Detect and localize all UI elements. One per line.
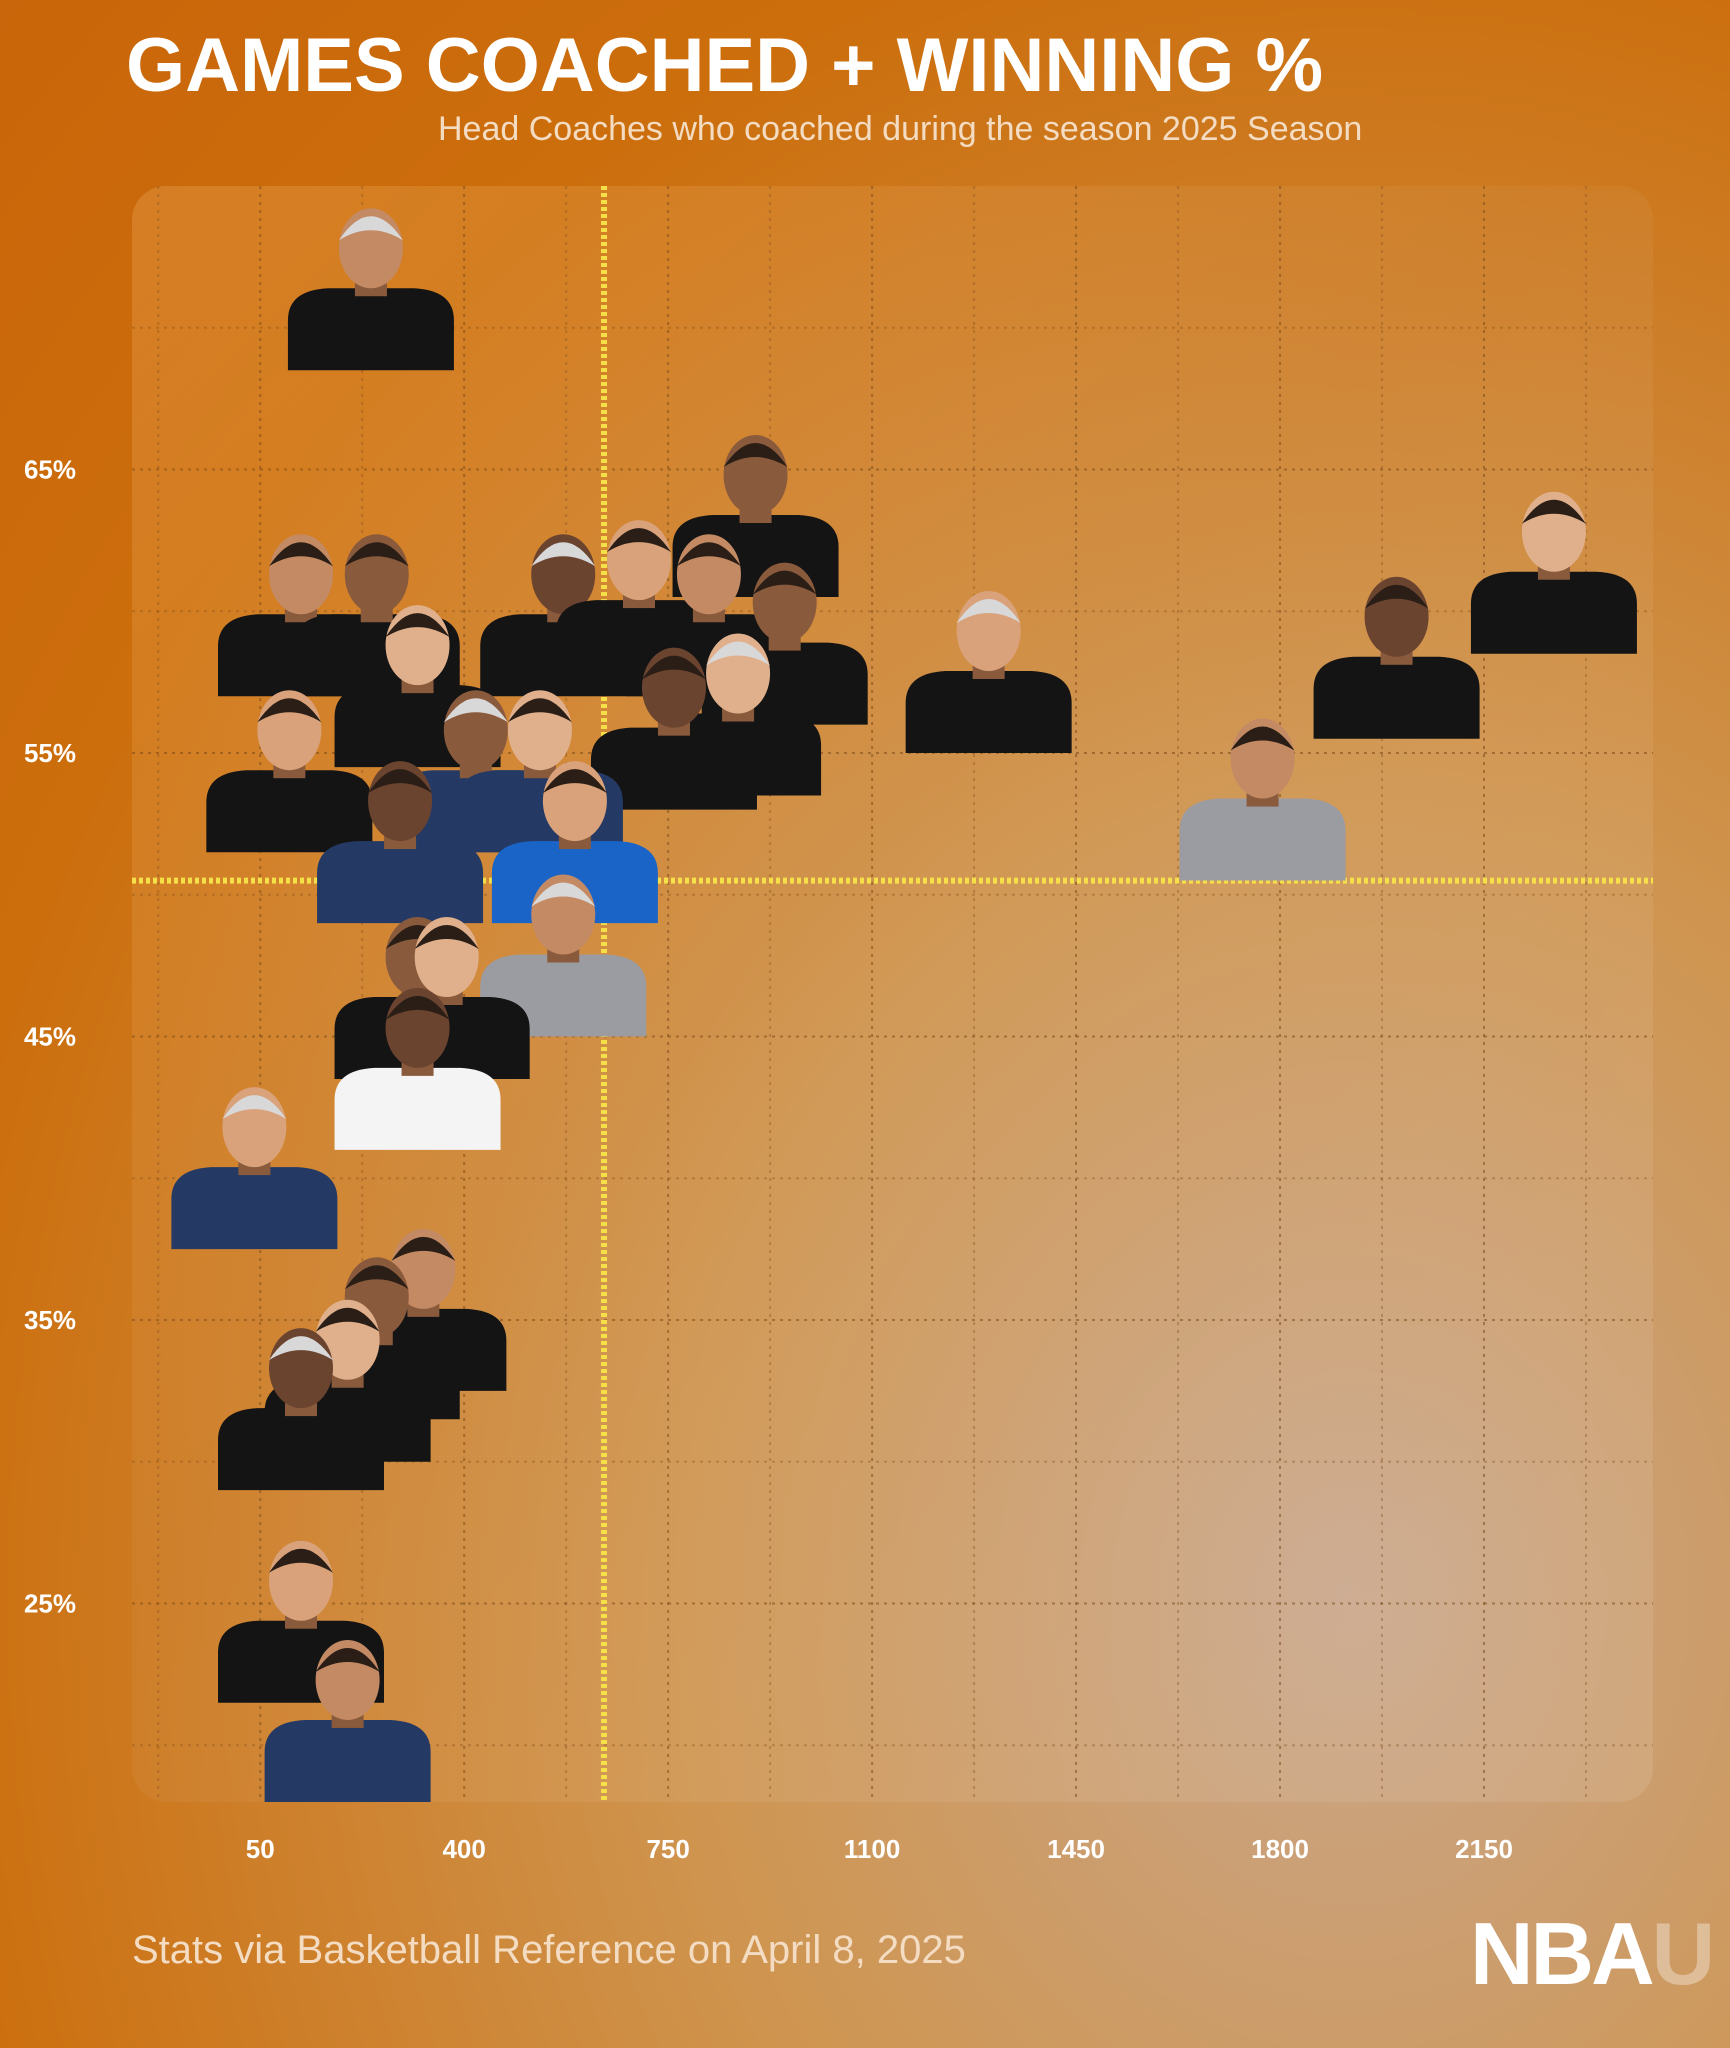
- y-tick-label: 55%: [24, 738, 76, 768]
- coach-hair: [641, 655, 706, 680]
- coach-hair: [531, 882, 596, 907]
- coach-hair: [752, 570, 817, 595]
- coach-jersey: [317, 841, 484, 924]
- coach-hair: [1364, 584, 1429, 609]
- coach-hair: [956, 598, 1021, 623]
- coach-point: [1313, 576, 1480, 739]
- x-tick-label: 750: [646, 1834, 689, 1864]
- y-tick-label: 35%: [24, 1305, 76, 1335]
- x-tick-label: 2150: [1455, 1834, 1513, 1864]
- coach-jersey: [1313, 656, 1480, 739]
- coach-hair: [385, 613, 450, 638]
- coach-hair: [269, 1336, 333, 1361]
- data-points: [171, 208, 1637, 1802]
- y-axis-ticks: 25% 35% 45% 55% 65%: [24, 455, 76, 1619]
- coach-jersey: [334, 1067, 501, 1150]
- chart-subtitle: Head Coaches who coached during the seas…: [438, 110, 1363, 148]
- coach-hair: [368, 769, 433, 794]
- coach-point: [206, 690, 373, 853]
- coach-point: [287, 208, 454, 371]
- coach-hair: [269, 1548, 333, 1573]
- coach-hair: [391, 1236, 456, 1261]
- coach-jersey: [590, 727, 757, 810]
- coach-point: [264, 1639, 431, 1802]
- y-tick-label: 45%: [24, 1022, 76, 1052]
- coach-hair: [315, 1647, 380, 1672]
- coach-hair: [257, 698, 322, 723]
- coach-hair: [315, 1307, 380, 1332]
- chart-title: GAMES COACHED + WINNING %: [126, 23, 1324, 108]
- coach-hair: [222, 1095, 287, 1120]
- coach-hair: [531, 542, 596, 567]
- x-tick-label: 400: [442, 1834, 485, 1864]
- coach-jersey: [1470, 571, 1637, 654]
- x-tick-label: 50: [246, 1834, 275, 1864]
- y-tick-label: 65%: [24, 455, 76, 485]
- coach-jersey: [171, 1167, 338, 1250]
- source-note: Stats via Basketball Reference on April …: [132, 1928, 966, 1972]
- coach-point: [905, 590, 1072, 753]
- coach-hair: [507, 698, 572, 723]
- coach-hair: [269, 542, 333, 567]
- coach-hair: [338, 216, 403, 241]
- grid-lines: [132, 186, 1653, 1802]
- coach-point: [218, 1328, 384, 1491]
- coach-jersey: [218, 1408, 384, 1491]
- x-tick-label: 1800: [1251, 1834, 1309, 1864]
- coach-point: [317, 761, 484, 924]
- logo-main: NBA: [1470, 1904, 1655, 2003]
- coach-point: [590, 647, 757, 810]
- reference-lines: [132, 186, 1653, 1802]
- coach-hair: [676, 542, 741, 567]
- coach-point: [171, 1087, 338, 1250]
- coach-jersey: [287, 288, 454, 371]
- coach-hair: [344, 1265, 409, 1290]
- coach-hair: [1230, 726, 1295, 751]
- coach-jersey: [206, 770, 373, 853]
- coach-jersey: [1179, 798, 1346, 881]
- plot-panel: [132, 186, 1653, 1802]
- coach-point: [1470, 491, 1637, 654]
- coach-jersey: [264, 1719, 431, 1802]
- x-tick-label: 1450: [1047, 1834, 1105, 1864]
- coach-hair: [443, 698, 508, 723]
- y-tick-label: 25%: [24, 1589, 76, 1619]
- coach-hair: [607, 528, 671, 553]
- logo-accent: U: [1651, 1904, 1716, 2003]
- coach-hair: [385, 995, 450, 1020]
- coach-point: [1179, 718, 1346, 881]
- coach-hair: [706, 641, 771, 666]
- coach-hair: [542, 769, 607, 794]
- coach-hair: [1521, 499, 1586, 524]
- x-tick-label: 1100: [844, 1834, 900, 1864]
- coach-hair: [723, 443, 788, 468]
- coach-hair: [414, 925, 479, 949]
- coach-hair: [344, 542, 409, 567]
- x-axis-ticks: 50 400 750 1100 1450 1800 2150: [246, 1834, 1513, 1864]
- coach-point: [334, 987, 501, 1150]
- coach-jersey: [905, 670, 1072, 753]
- nbau-logo: NBAU: [1470, 1910, 1715, 1998]
